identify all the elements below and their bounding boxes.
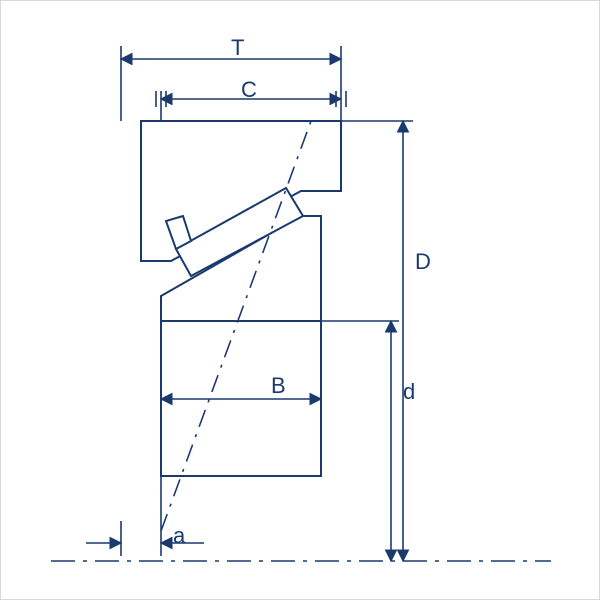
bearing-diagram: T C B D d a xyxy=(0,0,600,600)
label-a: a xyxy=(173,523,185,549)
label-B: B xyxy=(271,373,286,399)
label-D: D xyxy=(415,249,431,275)
label-C: C xyxy=(241,77,257,103)
label-d: d xyxy=(403,379,415,405)
label-T: T xyxy=(231,35,244,61)
diagram-svg xyxy=(1,1,600,601)
